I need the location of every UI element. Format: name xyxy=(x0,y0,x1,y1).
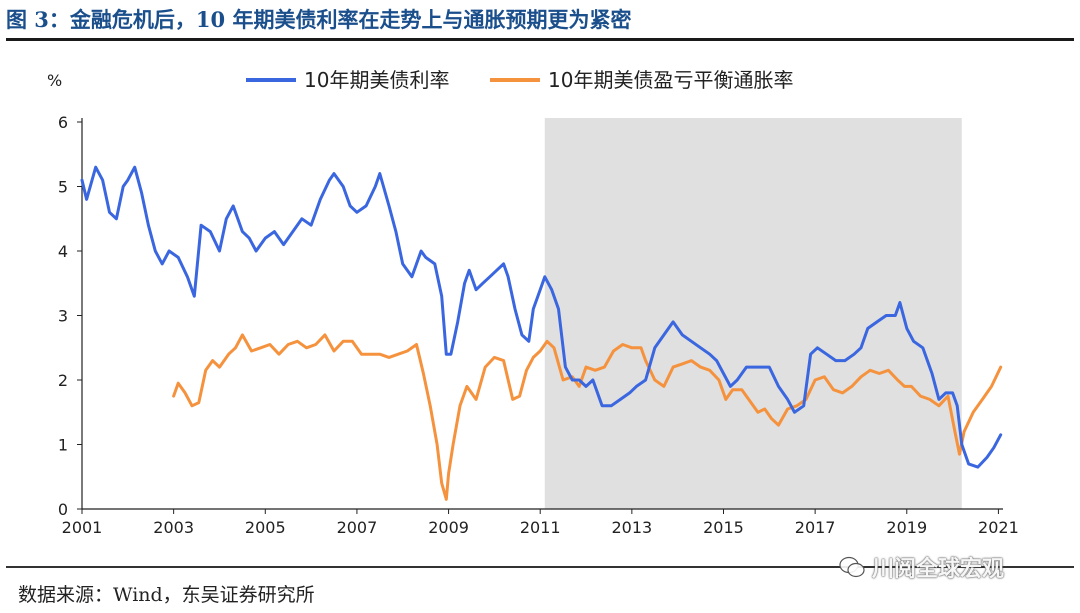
source-note: 数据来源：Wind，东吴证券研究所 xyxy=(18,584,315,606)
legend: 10年期美债利率 10年期美债盈亏平衡通胀率 xyxy=(246,68,793,92)
y-axis-unit-label: % xyxy=(47,71,62,90)
x-tick-label: 2011 xyxy=(520,518,561,537)
legend-label-breakeven: 10年期美债盈亏平衡通胀率 xyxy=(548,68,793,92)
shaded-region-layer xyxy=(544,118,962,509)
x-tick-label: 2009 xyxy=(428,518,469,537)
title-divider xyxy=(6,38,1074,41)
x-tick-label: 2005 xyxy=(245,518,286,537)
x-tick-label: 2013 xyxy=(611,518,652,537)
x-tick-label: 2015 xyxy=(703,518,744,537)
x-tick-label: 2017 xyxy=(795,518,836,537)
footer-divider xyxy=(6,566,1074,568)
y-tick-label: 1 xyxy=(58,436,68,455)
y-tick-label: 4 xyxy=(58,242,68,261)
y-tick-label: 2 xyxy=(58,371,68,390)
watermark: 川阅全球宏观 xyxy=(838,552,1004,582)
wechat-icon xyxy=(839,556,865,578)
series-line-nominal xyxy=(80,165,1003,469)
legend-label-nominal: 10年期美债利率 xyxy=(304,68,449,92)
shaded-period xyxy=(544,118,962,509)
watermark-text: 川阅全球宏观 xyxy=(872,557,1005,582)
x-tick-label: 2003 xyxy=(153,518,194,537)
y-tick-label: 3 xyxy=(58,307,68,326)
y-tick-label: 0 xyxy=(58,500,68,519)
line-chart: 0 1 2 3 4 5 6 2001 2003 2005 2007 2009 2011 2013 2015 2… xyxy=(47,68,1019,537)
x-tick-label: 2021 xyxy=(978,518,1019,537)
series-line-breakeven xyxy=(172,333,1003,501)
series-layer xyxy=(80,165,1003,501)
chart-title: 图 3：金融危机后，10 年期美债利率在走势上与通胀预期更为紧密 xyxy=(6,7,632,32)
x-tick-label: 2001 xyxy=(62,518,103,537)
x-tick-label: 2019 xyxy=(886,518,927,537)
axis-layer: 0 1 2 3 4 5 6 2001 2003 2005 2007 2009 2011 2013 2015 2… xyxy=(58,113,1019,537)
y-tick-label: 6 xyxy=(58,113,68,132)
y-tick-label: 5 xyxy=(58,178,68,197)
x-tick-label: 2007 xyxy=(337,518,378,537)
